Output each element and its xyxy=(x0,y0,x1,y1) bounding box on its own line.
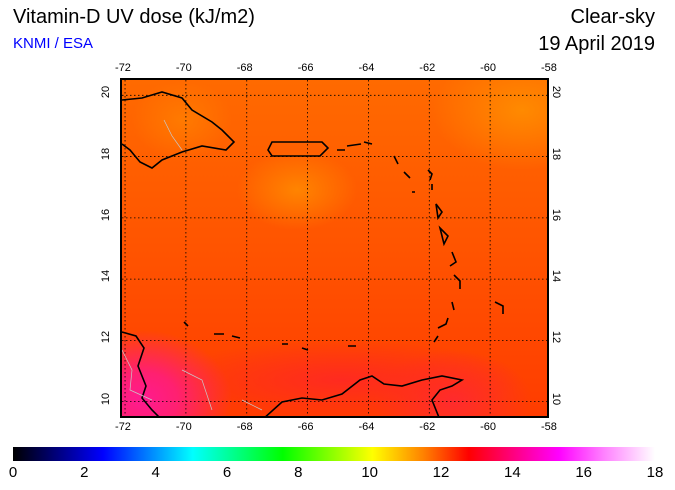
lat-tick-left: 20 xyxy=(100,86,113,99)
uv-dose-field-map xyxy=(120,78,549,418)
lon-tick-bottom: -72 xyxy=(115,421,131,433)
colorbar-tick-label: 14 xyxy=(503,464,521,481)
credit-label: KNMI / ESA xyxy=(13,35,94,52)
lon-tick-top: -62 xyxy=(419,62,436,74)
lon-tick-top: -58 xyxy=(541,62,557,74)
colorbar-tick-label: 12 xyxy=(432,464,450,481)
abc-islands xyxy=(183,321,356,351)
lat-tick-right: 16 xyxy=(550,208,563,221)
lon-tick-bottom: -64 xyxy=(358,421,375,433)
lat-tick-right: 10 xyxy=(550,392,563,405)
lat-tick-left: 14 xyxy=(100,269,113,283)
colorbar-tick-label: 4 xyxy=(151,464,160,481)
lon-tick-top: -72 xyxy=(115,62,131,74)
lat-tick-right: 18 xyxy=(550,147,563,160)
lat-tick-right: 14 xyxy=(550,269,563,283)
lon-tick-top: -66 xyxy=(297,62,314,74)
lon-tick-top: -70 xyxy=(175,62,192,74)
lon-tick-bottom: -66 xyxy=(297,421,314,433)
colorbar-tick-label: 16 xyxy=(575,464,592,481)
colorbar-tick-label: 6 xyxy=(222,464,232,481)
puerto-rico-coast xyxy=(267,141,330,157)
lat-tick-left: 16 xyxy=(100,208,113,221)
lat-tick-left: 10 xyxy=(100,392,113,405)
virgin-islands xyxy=(337,141,373,151)
colorbar-tick-label: 2 xyxy=(80,464,89,481)
lon-tick-bottom: -58 xyxy=(541,421,557,433)
coastlines-and-grid xyxy=(122,80,547,416)
lon-tick-bottom: -70 xyxy=(175,421,192,433)
sky-condition-label: Clear-sky xyxy=(570,6,655,28)
lesser-antilles xyxy=(393,155,504,343)
coastlines xyxy=(122,91,504,416)
colorbar-tick-label: 0 xyxy=(8,464,18,481)
lon-tick-top: -68 xyxy=(236,62,253,74)
lat-tick-right: 12 xyxy=(550,331,563,344)
colorbar-tick-label: 10 xyxy=(361,464,378,481)
lat-tick-left: 12 xyxy=(100,331,113,344)
hispaniola-coast xyxy=(122,91,236,169)
date-label: 19 April 2019 xyxy=(538,33,655,55)
south-america-coast xyxy=(122,331,465,416)
colorbar-tick-label: 18 xyxy=(646,464,664,481)
colorbar-tick-label: 8 xyxy=(294,464,303,481)
lon-tick-top: -64 xyxy=(358,62,375,74)
lon-tick-bottom: -62 xyxy=(419,421,436,433)
lon-tick-top: -60 xyxy=(480,62,497,74)
lat-tick-right: 20 xyxy=(550,86,563,99)
borders xyxy=(122,119,263,411)
map-title: Vitamin-D UV dose (kJ/m2) xyxy=(13,6,255,28)
lon-tick-bottom: -60 xyxy=(480,421,497,433)
colorbar xyxy=(13,447,655,461)
lon-tick-bottom: -68 xyxy=(236,421,253,433)
lat-tick-left: 18 xyxy=(100,147,113,160)
